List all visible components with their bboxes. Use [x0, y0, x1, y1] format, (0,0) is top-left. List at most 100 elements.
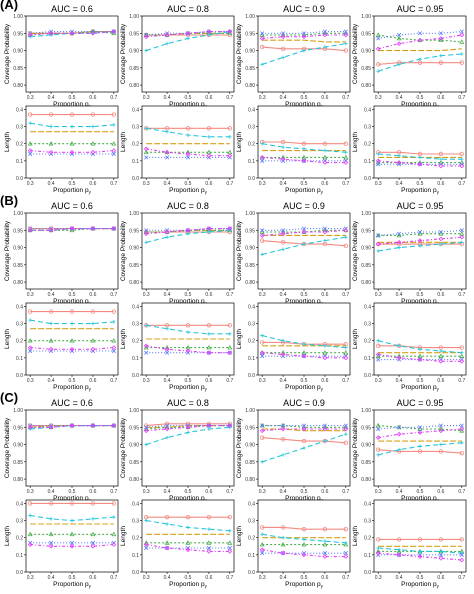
plot-frame [141, 105, 235, 179]
data-point [90, 423, 95, 428]
data-point [323, 439, 327, 443]
panel-b-coverage-08: AUC = 0.8 0.80 0.85 0.90 0.95 1.00 0.3 0.4 0.5 0.… [120, 201, 235, 306]
series-line-6 [262, 156, 346, 164]
y-axis-label: Coverage Probability [236, 220, 243, 281]
data-point [48, 531, 54, 537]
data-point [90, 226, 95, 231]
data-point [343, 526, 349, 532]
series-line-1 [378, 62, 462, 65]
y-tick-label: 0.2 [248, 339, 255, 345]
panel-c-coverage-095: AUC = 0.95 0.80 0.85 0.90 0.95 1.00 0.3 0.4 0.5 0… [352, 398, 467, 503]
data-point [375, 550, 381, 556]
data-point [396, 239, 402, 245]
y-tick-label: 0.2 [132, 339, 139, 345]
data-point [301, 438, 307, 444]
panel-b-coverage-09: AUC = 0.9 0.80 0.85 0.90 0.95 1.00 0.3 0.4 0.5 0.… [236, 201, 351, 306]
data-point [301, 426, 307, 432]
series-line-1 [378, 151, 462, 155]
y-tick-label: 0.0 [16, 176, 23, 182]
panel-b-length-08: 0.0 0.1 0.2 0.3 0.4 0.3 0.4 0.5 0.6 0.7 Proportion… [120, 302, 235, 392]
data-point [111, 542, 117, 547]
x-tick-label: 0.4 [396, 378, 403, 384]
x-tick-label: 0.6 [205, 378, 212, 384]
data-point [48, 149, 54, 155]
data-point [417, 425, 423, 430]
y-axis-label: Length [120, 132, 127, 152]
data-point [343, 355, 349, 361]
y-axis-label: Length [352, 526, 359, 546]
column-title: AUC = 0.9 [283, 201, 325, 211]
y-tick-label: 0.1 [364, 159, 371, 165]
data-point [165, 235, 169, 239]
data-point [206, 29, 211, 34]
y-tick-label: 0.2 [248, 536, 255, 542]
data-point [418, 347, 422, 352]
data-point [460, 52, 464, 56]
data-point [69, 531, 75, 537]
y-tick-label: 0.85 [129, 460, 139, 466]
x-tick-label: 0.5 [185, 181, 192, 187]
data-point [227, 153, 233, 159]
panel-b-coverage-06: AUC = 0.6 0.80 0.85 0.90 0.95 1.00 0.3 0.4 0.5 0.… [4, 201, 119, 306]
data-point [112, 320, 116, 324]
x-axis-label: Proportion py [169, 581, 207, 589]
x-tick-label: 0.4 [280, 95, 287, 101]
data-point [322, 423, 327, 428]
x-tick-label: 0.5 [417, 95, 424, 101]
x-tick-label: 0.4 [396, 95, 403, 101]
y-tick-label: 0.4 [364, 107, 371, 113]
data-point [165, 350, 170, 355]
data-point [143, 542, 149, 547]
data-point [185, 514, 191, 520]
x-axis-label: Proportion py [401, 581, 439, 589]
x-tick-label: 0.5 [69, 95, 76, 101]
data-point [111, 141, 117, 146]
data-point [322, 227, 328, 233]
x-tick-label: 0.6 [89, 489, 96, 495]
data-point [143, 149, 149, 155]
plot-frame [141, 212, 235, 290]
data-point [28, 151, 33, 157]
data-point [438, 449, 444, 454]
x-tick-label: 0.6 [321, 575, 328, 581]
data-point [206, 350, 212, 356]
data-point [91, 124, 95, 129]
y-tick-label: 1.00 [245, 211, 255, 217]
data-point [144, 350, 149, 355]
x-axis-label: Proportion py [285, 581, 323, 589]
series-line-6 [146, 345, 230, 354]
x-tick-label: 0.3 [375, 95, 382, 101]
data-point [343, 154, 349, 160]
panel-c-length-06: 0.0 0.1 0.2 0.3 0.4 0.3 0.4 0.5 0.6 0.7 Proportion… [4, 499, 119, 589]
x-tick-label: 0.6 [89, 575, 96, 581]
x-tick-label: 0.6 [437, 181, 444, 187]
y-tick-label: 0.2 [364, 536, 371, 542]
data-point [206, 540, 212, 545]
data-point [206, 423, 211, 428]
x-tick-label: 0.7 [342, 95, 349, 101]
data-point [459, 39, 465, 44]
data-point [206, 226, 211, 231]
data-point [111, 345, 117, 350]
x-tick-label: 0.6 [321, 378, 328, 384]
y-tick-label: 0.85 [361, 66, 371, 72]
column-title: AUC = 0.95 [397, 398, 444, 408]
data-point [259, 238, 265, 243]
series-line-5 [262, 30, 346, 34]
data-point [417, 31, 423, 36]
data-point [281, 247, 285, 252]
data-point [112, 123, 116, 127]
y-tick-label: 0.90 [361, 443, 371, 449]
x-tick-label: 0.5 [301, 378, 308, 384]
series-line-6 [146, 544, 230, 552]
data-point [111, 501, 117, 506]
data-point [459, 234, 465, 240]
data-point [227, 126, 233, 131]
data-point [459, 32, 465, 38]
data-point [343, 554, 349, 559]
data-point [417, 357, 423, 362]
data-point [228, 135, 232, 139]
data-point [260, 228, 265, 233]
data-point [164, 545, 170, 551]
series-line-6 [378, 552, 462, 561]
